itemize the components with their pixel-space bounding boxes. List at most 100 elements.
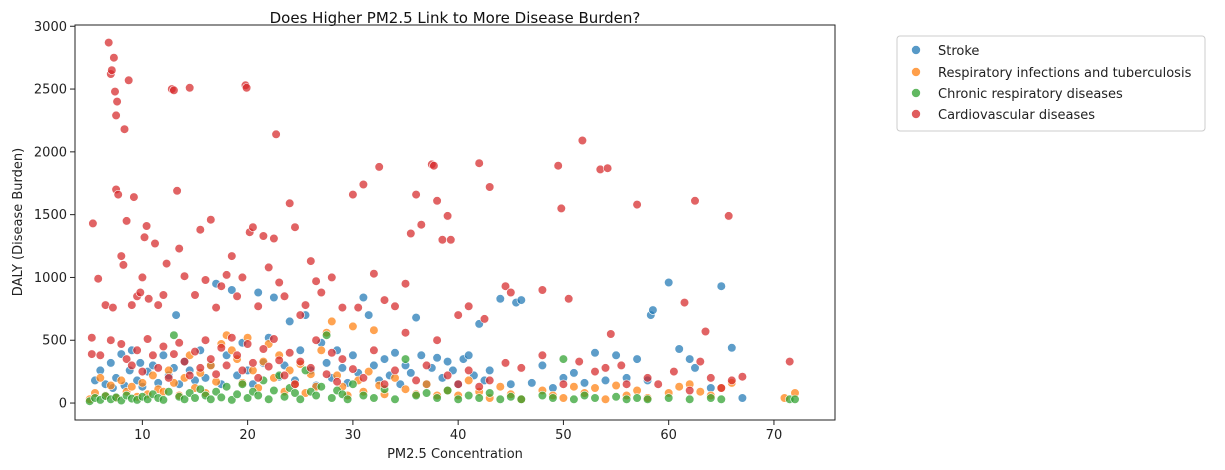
data-point-s3-130 [222,360,232,371]
data-point-s3-176 [685,385,695,396]
y-tick-label: 500 [42,334,67,349]
data-point-s3-59 [285,198,295,208]
x-tick-label: 70 [766,428,783,443]
data-point-s0-16 [158,350,168,360]
data-point-s3-112 [127,360,137,371]
data-point-s3-74 [390,301,400,311]
data-point-s0-84 [527,378,537,388]
data-point-s1-12 [148,370,158,381]
data-point-s3-78 [416,220,426,230]
data-point-s3-56 [271,129,281,139]
data-point-s2-63 [485,388,495,398]
y-tick-label: 2500 [34,83,67,98]
data-point-s2-58 [432,393,442,403]
data-point-s3-102 [690,196,700,206]
data-point-s3-1 [87,349,97,359]
data-point-s0-79 [485,365,495,376]
legend-label-stroke: Stroke [938,44,979,59]
points-layer [85,37,800,406]
data-point-s3-125 [195,363,205,373]
data-point-s2-28 [232,389,242,399]
data-point-s3-19 [124,75,134,85]
data-point-s3-2 [88,218,98,228]
data-point-s2-37 [279,392,290,402]
data-point-s0-97 [648,305,658,315]
data-point-s3-18 [121,216,132,226]
data-point-s3-9 [110,86,120,97]
data-point-s2-62 [474,393,484,403]
data-point-s2-73 [611,392,621,402]
data-point-s3-133 [237,365,247,376]
y-tick-label: 1500 [34,208,67,223]
data-point-s3-60 [290,222,300,232]
data-point-s2-34 [264,394,274,404]
data-point-s3-92 [537,285,548,295]
data-point-s3-28 [150,238,160,249]
data-point-s3-41 [206,215,216,225]
data-point-s3-127 [206,354,216,364]
data-point-s3-5 [104,37,114,48]
data-point-s0-64 [406,368,416,378]
legend-frame [896,35,1206,132]
data-point-s2-52 [369,393,379,403]
data-point-s3-61 [295,310,305,320]
data-point-s1-84 [695,387,705,397]
data-point-s1-6 [116,375,126,386]
plot-frame [74,24,836,421]
data-point-s3-144 [295,357,305,367]
data-point-s2-23 [206,394,216,404]
chart-title: Does Higher PM2.5 Link to More Disease B… [270,9,641,27]
data-point-s0-83 [516,295,526,305]
data-point-s1-54 [369,325,379,335]
data-point-s1-10 [137,378,147,388]
data-point-s0-61 [390,348,400,358]
data-point-s3-115 [143,334,153,344]
data-point-s3-70 [358,179,369,190]
data-point-s2-49 [343,394,353,404]
data-point-s3-159 [432,335,442,345]
data-point-s2-76 [642,394,653,404]
data-point-s0-57 [369,360,379,371]
data-point-s3-146 [311,335,321,345]
data-point-s3-36 [179,271,190,281]
data-point-s3-62 [300,300,311,310]
data-point-s2-65 [506,392,516,402]
data-point-s3-84 [446,235,456,245]
data-point-s3-66 [327,272,337,283]
data-point-s0-56 [364,310,374,320]
data-point-s0-65 [411,313,421,323]
data-point-s2-32 [253,390,263,401]
data-point-s2-56 [411,390,421,401]
data-point-s0-85 [537,360,548,371]
data-point-s3-100 [632,200,642,210]
data-point-s2-40 [295,394,305,404]
data-point-s0-3 [106,358,116,368]
y-tick-label: 3000 [34,20,67,35]
data-point-s0-48 [322,358,332,368]
data-point-s3-114 [137,367,147,377]
data-point-s2-14 [158,395,168,405]
data-point-s2-54 [390,394,400,404]
data-point-s3-53 [258,231,269,241]
data-point-s3-14 [113,190,123,200]
data-point-s0-103 [716,281,726,291]
data-point-s3-33 [169,85,179,95]
data-point-s3-168 [558,379,569,389]
data-point-s0-43 [295,345,305,355]
data-point-s3-17 [119,124,130,134]
data-point-s3-179 [716,383,726,393]
data-point-s3-111 [121,354,132,364]
data-point-s2-29 [237,379,247,389]
data-point-s3-180 [727,375,737,386]
data-point-s3-126 [200,335,211,345]
data-point-s3-42 [211,303,221,313]
data-point-s1-4 [106,380,116,391]
data-point-s3-154 [379,379,390,389]
data-point-s2-64 [495,394,505,404]
data-point-s3-91 [506,287,516,298]
data-point-s3-40 [200,275,211,285]
legend: Stroke Respiratory infections and tuberc… [896,35,1206,132]
data-point-s2-68 [548,393,558,403]
data-point-s3-44 [222,270,232,280]
data-point-s2-59 [443,385,453,396]
